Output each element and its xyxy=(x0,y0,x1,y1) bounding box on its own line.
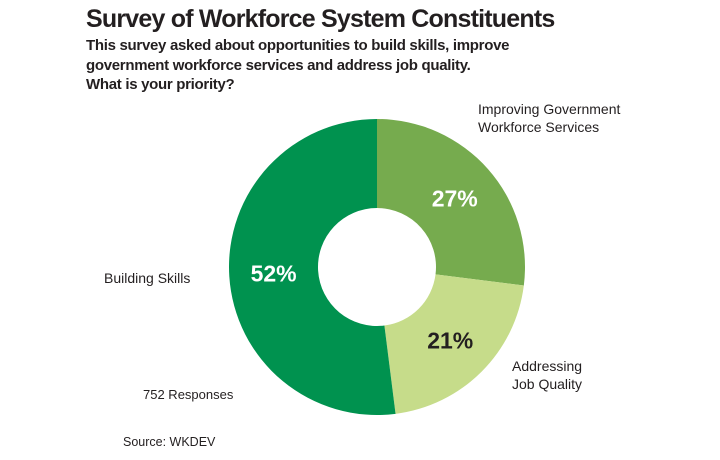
subtitle-line-3: What is your priority? xyxy=(86,76,235,93)
chart-subtitle: This survey asked about opportunities to… xyxy=(86,36,509,95)
pct-label-0: 27% xyxy=(432,185,478,211)
donut-chart: 27% 21% 52% xyxy=(229,119,525,415)
subtitle-line-1: This survey asked about opportunities to… xyxy=(86,37,510,54)
chart-title: Survey of Workforce System Constituents xyxy=(86,5,555,33)
subtitle-line-2: government workforce services and addres… xyxy=(86,56,471,74)
donut-segment-1 xyxy=(384,274,524,414)
pct-label-2: 52% xyxy=(251,261,297,287)
source-note: Source: WKDEV xyxy=(123,435,216,449)
responses-note: 752 Responses xyxy=(143,387,234,402)
label-addressing-job-quality: Addressing Job Quality xyxy=(512,358,583,392)
pct-label-1: 21% xyxy=(427,327,473,353)
donut-segment-2 xyxy=(229,119,396,415)
label-improving-government-workforce-services: Improving Government Workforce Services xyxy=(478,101,621,135)
label-building-skills: Building Skills xyxy=(104,270,191,286)
donut-segment-0 xyxy=(377,119,525,286)
